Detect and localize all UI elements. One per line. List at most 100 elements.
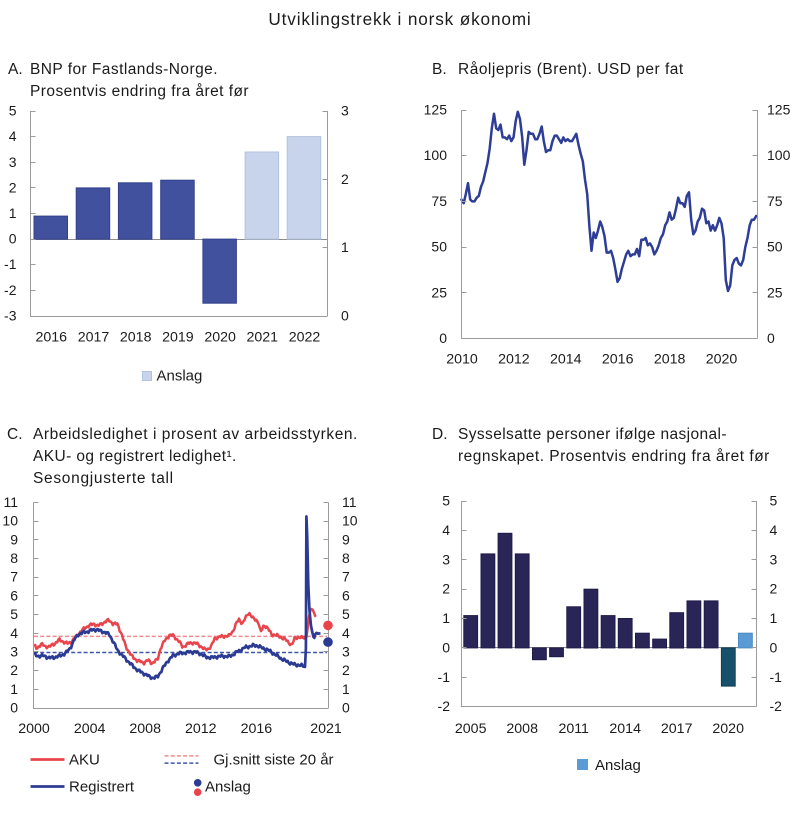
svg-text:11: 11 xyxy=(342,494,357,510)
svg-text:2019: 2019 xyxy=(162,330,194,346)
svg-text:25: 25 xyxy=(767,284,783,300)
svg-text:2008: 2008 xyxy=(129,721,161,737)
svg-text:11: 11 xyxy=(3,494,18,510)
svg-text:4: 4 xyxy=(10,625,18,641)
svg-text:2: 2 xyxy=(341,171,349,187)
svg-text:2020: 2020 xyxy=(706,352,738,368)
svg-text:5: 5 xyxy=(770,493,778,509)
svg-text:25: 25 xyxy=(431,284,447,300)
svg-text:5: 5 xyxy=(442,493,450,509)
svg-text:2017: 2017 xyxy=(661,721,693,737)
svg-text:50: 50 xyxy=(431,239,447,255)
svg-text:125: 125 xyxy=(767,102,791,118)
svg-text:4: 4 xyxy=(9,128,17,144)
svg-text:2020: 2020 xyxy=(204,330,236,346)
svg-text:2014: 2014 xyxy=(609,721,641,737)
svg-text:2012: 2012 xyxy=(498,352,530,368)
svg-text:-1: -1 xyxy=(438,669,451,685)
svg-text:Gj.snitt siste 20 år: Gj.snitt siste 20 år xyxy=(214,752,334,769)
svg-text:Sysselsatte personer ifølge na: Sysselsatte personer ifølge nasjonal- xyxy=(458,426,727,443)
svg-text:0: 0 xyxy=(10,700,18,716)
svg-text:Anslag: Anslag xyxy=(157,368,203,385)
svg-text:125: 125 xyxy=(424,102,448,118)
svg-text:3: 3 xyxy=(442,551,450,567)
svg-text:100: 100 xyxy=(424,147,448,163)
svg-text:6: 6 xyxy=(10,587,18,603)
svg-text:10: 10 xyxy=(342,513,358,529)
svg-text:0: 0 xyxy=(767,330,775,346)
svg-text:2008: 2008 xyxy=(506,721,538,737)
svg-text:9: 9 xyxy=(342,531,350,547)
svg-text:1: 1 xyxy=(442,610,450,626)
svg-text:0: 0 xyxy=(341,308,349,324)
svg-text:-2: -2 xyxy=(438,698,451,714)
svg-text:-1: -1 xyxy=(770,669,783,685)
svg-text:75: 75 xyxy=(767,193,783,209)
svg-text:Prosentvis endring fra året fø: Prosentvis endring fra året før xyxy=(30,83,249,100)
svg-text:Registrert: Registrert xyxy=(69,779,135,796)
svg-text:2016: 2016 xyxy=(241,721,273,737)
svg-text:2012: 2012 xyxy=(185,721,217,737)
svg-text:B.: B. xyxy=(432,61,447,78)
svg-text:AKU: AKU xyxy=(69,752,100,769)
svg-text:7: 7 xyxy=(10,569,18,585)
svg-text:2016: 2016 xyxy=(602,352,634,368)
svg-text:10: 10 xyxy=(2,513,18,529)
svg-text:5: 5 xyxy=(342,606,350,622)
svg-text:2005: 2005 xyxy=(455,721,487,737)
svg-text:0: 0 xyxy=(442,639,450,655)
svg-text:3: 3 xyxy=(10,644,18,660)
svg-text:0: 0 xyxy=(342,700,350,716)
svg-text:3: 3 xyxy=(342,644,350,660)
svg-text:2018: 2018 xyxy=(120,330,152,346)
svg-text:Anslag: Anslag xyxy=(205,779,251,796)
svg-text:2022: 2022 xyxy=(289,330,321,346)
svg-text:2011: 2011 xyxy=(558,721,589,737)
svg-text:2: 2 xyxy=(10,662,18,678)
svg-text:2: 2 xyxy=(9,179,17,195)
svg-text:1: 1 xyxy=(9,205,17,221)
svg-text:Utviklingstrekk i norsk økonom: Utviklingstrekk i norsk økonomi xyxy=(268,9,531,29)
svg-text:50: 50 xyxy=(767,239,783,255)
svg-text:0: 0 xyxy=(770,639,778,655)
svg-text:2004: 2004 xyxy=(74,721,106,737)
svg-text:2: 2 xyxy=(770,581,778,597)
svg-text:2021: 2021 xyxy=(247,330,279,346)
svg-text:2017: 2017 xyxy=(78,330,110,346)
svg-text:Anslag: Anslag xyxy=(595,757,641,774)
svg-text:0: 0 xyxy=(9,231,17,247)
svg-text:-3: -3 xyxy=(4,308,17,324)
svg-text:4: 4 xyxy=(770,522,778,538)
svg-text:Sesongjusterte tall: Sesongjusterte tall xyxy=(33,470,174,487)
svg-text:2018: 2018 xyxy=(654,352,686,368)
svg-text:2: 2 xyxy=(342,662,350,678)
svg-text:2016: 2016 xyxy=(36,330,68,346)
svg-text:1: 1 xyxy=(770,610,778,626)
svg-text:2020: 2020 xyxy=(712,721,744,737)
svg-text:2021: 2021 xyxy=(310,721,342,737)
svg-text:1: 1 xyxy=(10,681,18,697)
svg-text:2014: 2014 xyxy=(550,352,582,368)
svg-text:4: 4 xyxy=(442,522,450,538)
svg-text:Råoljepris (Brent). USD per fa: Råoljepris (Brent). USD per fat xyxy=(458,61,684,78)
svg-text:3: 3 xyxy=(770,551,778,567)
svg-text:4: 4 xyxy=(342,625,350,641)
svg-text:Arbeidsledighet i prosent av a: Arbeidsledighet i prosent av arbeidsstyr… xyxy=(33,426,358,443)
svg-text:C.: C. xyxy=(7,426,23,443)
svg-text:75: 75 xyxy=(431,193,447,209)
svg-text:6: 6 xyxy=(342,587,350,603)
svg-text:2010: 2010 xyxy=(446,352,478,368)
svg-text:A.: A. xyxy=(8,61,23,78)
svg-text:1: 1 xyxy=(342,681,350,697)
svg-text:3: 3 xyxy=(9,154,17,170)
svg-text:9: 9 xyxy=(10,531,18,547)
svg-text:100: 100 xyxy=(767,147,791,163)
svg-text:AKU- og registrert ledighet¹.: AKU- og registrert ledighet¹. xyxy=(33,448,237,465)
svg-text:8: 8 xyxy=(10,550,18,566)
svg-text:0: 0 xyxy=(439,330,447,346)
svg-text:3: 3 xyxy=(341,103,349,119)
svg-text:2000: 2000 xyxy=(18,721,50,737)
svg-text:2: 2 xyxy=(442,581,450,597)
svg-text:D.: D. xyxy=(432,426,448,443)
svg-text:-2: -2 xyxy=(770,698,783,714)
